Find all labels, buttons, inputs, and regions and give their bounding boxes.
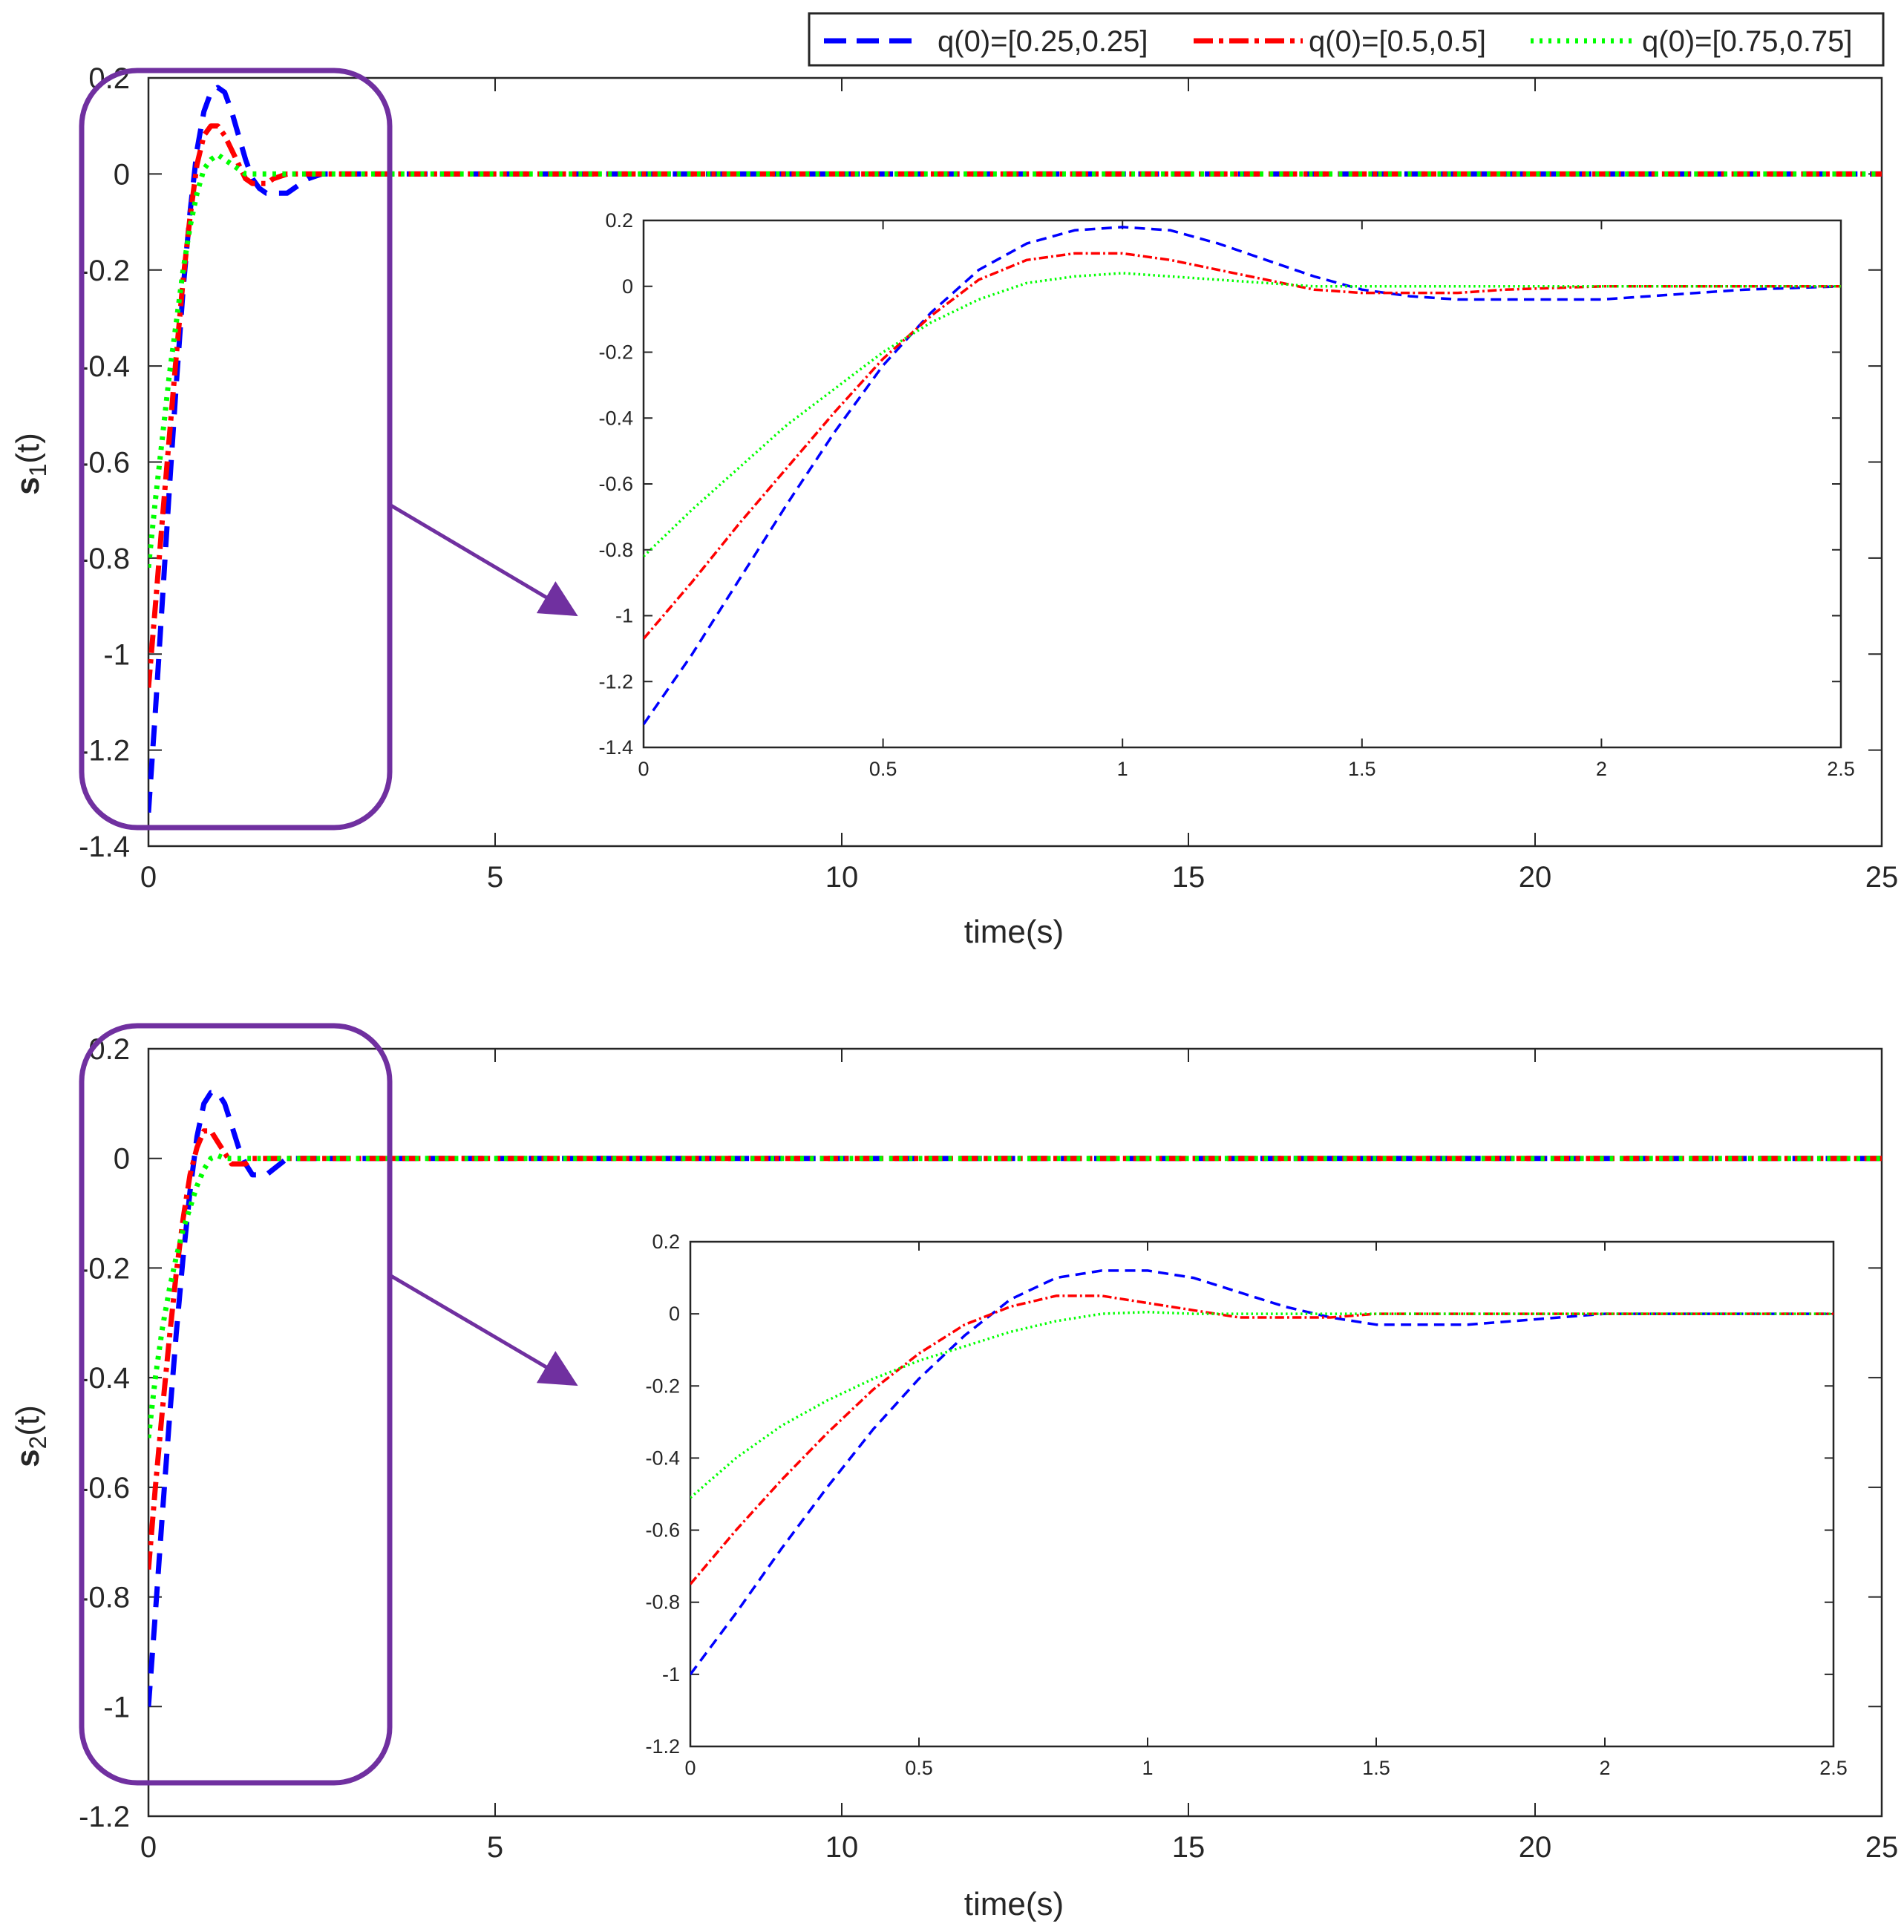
s1-main-ytick-label: -0.2 bbox=[79, 255, 130, 287]
s1-main-xtick-label: 20 bbox=[1519, 861, 1552, 894]
s2-inset-xtick-label: 0 bbox=[684, 1757, 696, 1779]
s2-ylabel-suffix: (t) bbox=[10, 1405, 46, 1436]
s1-ylabel-suffix: (t) bbox=[10, 433, 46, 464]
s1-main-ytick-label: 0 bbox=[114, 158, 130, 191]
s1-ylabel-base: s bbox=[10, 477, 46, 494]
s1-inset-ytick-label: -0.6 bbox=[598, 473, 633, 495]
s1-inset-series-dashed bbox=[644, 226, 1841, 725]
s2-ylabel-sub: 2 bbox=[24, 1436, 51, 1450]
s1-inset-ytick-label: -0.2 bbox=[598, 341, 633, 364]
s1-inset-xtick-label: 0 bbox=[638, 758, 649, 780]
s2-main-ytick-label: -1 bbox=[103, 1691, 130, 1723]
s2-main-ytick-label: 0 bbox=[114, 1143, 130, 1176]
s2-main-series-dotted bbox=[148, 1153, 1882, 1438]
s2-zoom-box bbox=[79, 1023, 393, 1786]
s2-main-ytick-label: -0.4 bbox=[79, 1362, 130, 1395]
s1-inset-xtick-label: 2 bbox=[1596, 758, 1607, 780]
s2-inset-ytick-label: -0.6 bbox=[645, 1519, 680, 1542]
s1-inset-ytick-label: -1.2 bbox=[598, 670, 633, 692]
s1-main-xtick-label: 15 bbox=[1172, 861, 1205, 894]
s1-inset-xtick-label: 0.5 bbox=[869, 758, 897, 780]
s2-inset-xtick-label: 2 bbox=[1599, 1757, 1610, 1779]
s2-inset-ytick-label: -0.2 bbox=[645, 1375, 680, 1397]
s2-inset-xtick-label: 1 bbox=[1142, 1757, 1153, 1779]
s2-ylabel: s2(t) bbox=[10, 1405, 51, 1467]
s1-main-ytick-label: -1 bbox=[103, 638, 130, 671]
s2-main-xtick-label: 15 bbox=[1172, 1831, 1205, 1864]
legend-label-red: q(0)=[0.5,0.5] bbox=[1309, 25, 1486, 58]
s2-inset-xtick-label: 2.5 bbox=[1819, 1757, 1848, 1779]
s2-inset-ytick-label: -0.4 bbox=[645, 1447, 680, 1469]
s2-main-ytick-label: -0.2 bbox=[79, 1252, 130, 1285]
s1-main-xtick-label: 5 bbox=[487, 861, 503, 894]
s1-inset-xtick-label: 1 bbox=[1117, 758, 1128, 780]
s2-main-xtick-label: 25 bbox=[1865, 1831, 1899, 1864]
s1-main-ytick-label: -1.4 bbox=[79, 831, 130, 863]
s1-main-ytick-label: -0.4 bbox=[79, 350, 130, 383]
s2-main-series-dashdot bbox=[148, 1128, 1882, 1570]
legend-label-green: q(0)=[0.75,0.75] bbox=[1642, 25, 1853, 58]
s1-inset-ytick-label: -0.4 bbox=[598, 407, 633, 429]
s2-zoom-arrow bbox=[388, 1273, 578, 1386]
s1-inset-xtick-label: 2.5 bbox=[1827, 758, 1855, 780]
svg-text:s1(t): s1(t) bbox=[10, 433, 51, 495]
legend-label-blue: q(0)=[0.25,0.25] bbox=[938, 25, 1148, 58]
s1-inset-axes-box bbox=[642, 219, 1842, 749]
s2-main-xtick-label: 10 bbox=[825, 1831, 859, 1864]
s1-inset-xtick-label: 1.5 bbox=[1348, 758, 1376, 780]
s1-inset-series-dotted bbox=[644, 272, 1841, 557]
s2-inset-series-dashdot bbox=[690, 1294, 1833, 1585]
s1-main-xtick-label: 0 bbox=[140, 861, 157, 894]
s2-inset-xtick-label: 1.5 bbox=[1362, 1757, 1390, 1779]
chart-s2-inset: 0 0.5 1 1.5 2 2.5 0.2 0 -0.2 -0.4 -0.6 -0.8 -1 -1.2 bbox=[645, 1231, 1848, 1779]
svg-text:s2(t): s2(t) bbox=[10, 1405, 51, 1467]
s1-inset-ytick-label: -1.4 bbox=[598, 736, 633, 759]
s2-inset-xtick-label: 0.5 bbox=[905, 1757, 933, 1779]
s1-main-xtick-label: 10 bbox=[825, 861, 859, 894]
s2-main-xtick-label: 5 bbox=[487, 1831, 503, 1864]
s1-inset-ytick-label: 0 bbox=[622, 275, 633, 298]
s2-inset-ytick-label: 0 bbox=[669, 1303, 680, 1325]
s2-main-xtick-label: 0 bbox=[140, 1831, 157, 1864]
s1-inset-ytick-label: -0.8 bbox=[598, 539, 633, 561]
s2-inset-ytick-label: -1.2 bbox=[645, 1735, 680, 1758]
s1-ylabel: s1(t) bbox=[10, 433, 51, 495]
s2-main-ytick-label: -0.6 bbox=[79, 1472, 130, 1504]
s2-inset-ytick-label: -1 bbox=[662, 1663, 680, 1686]
s2-inset-ytick-label: -0.8 bbox=[645, 1591, 680, 1614]
s2-inset-ytick-label: 0.2 bbox=[652, 1231, 680, 1253]
s1-main-ytick-label: -0.8 bbox=[79, 543, 130, 575]
s2-xlabel: time(s) bbox=[964, 1886, 1064, 1922]
s2-inset-axes-box bbox=[689, 1240, 1835, 1748]
legend-box bbox=[808, 12, 1885, 67]
s1-main-ytick-label: -1.2 bbox=[79, 735, 130, 767]
s1-main-xtick-label: 25 bbox=[1865, 861, 1899, 894]
s2-inset-series-dotted bbox=[690, 1310, 1833, 1499]
s1-inset-ytick-label: -1 bbox=[615, 605, 633, 627]
s2-main-ytick-label: -0.8 bbox=[79, 1582, 130, 1614]
s2-main-xtick-label: 20 bbox=[1519, 1831, 1552, 1864]
s1-zoom-box bbox=[79, 68, 393, 831]
s1-xlabel: time(s) bbox=[964, 914, 1064, 950]
s2-main-series-dashed bbox=[148, 1090, 1882, 1707]
s2-inset-series-dashed bbox=[690, 1269, 1833, 1675]
chart-s1-inset: 0 0.5 1 1.5 2 2.5 0.2 0 -0.2 -0.4 -0.6 -0.8 -1 -1.2 -1… bbox=[598, 209, 1855, 780]
s1-main-series-dashdot bbox=[148, 123, 1882, 688]
s2-main-ytick-label: -1.2 bbox=[79, 1801, 130, 1833]
s1-main-ytick-label: -0.6 bbox=[79, 447, 130, 479]
s1-inset-ytick-label: 0.2 bbox=[605, 209, 633, 232]
legend: q(0)=[0.25,0.25] q(0)=[0.5,0.5] q(0)=[0.… bbox=[808, 12, 1885, 67]
s1-zoom-arrow bbox=[388, 502, 578, 617]
s2-ylabel-base: s bbox=[10, 1449, 46, 1467]
s1-ylabel-sub: 1 bbox=[24, 464, 51, 477]
s2-main-ytick-label: 0.2 bbox=[88, 1033, 130, 1066]
